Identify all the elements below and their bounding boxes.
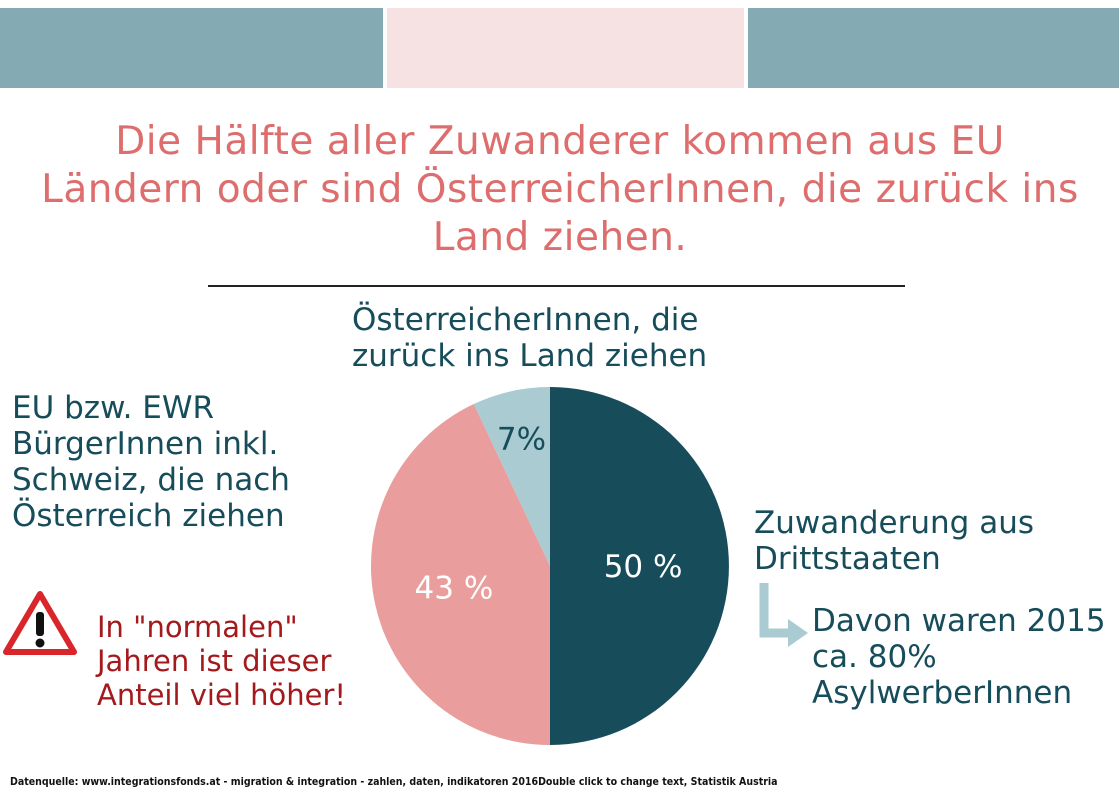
header-band-right xyxy=(748,8,1119,88)
source-citation: Datenquelle: www.integrationsfonds.at - … xyxy=(10,776,778,788)
header-band-left xyxy=(0,8,383,88)
label-eu-citizens: EU bzw. EWR BürgerInnen inkl. Schweiz, d… xyxy=(12,390,290,534)
warning-note: In "normalen" Jahren ist dieser Anteil v… xyxy=(97,610,346,712)
pie-slice-third-countries xyxy=(550,387,729,745)
pie-slice-eu xyxy=(371,404,550,745)
warning-triangle-icon xyxy=(3,591,77,655)
pie-chart: 50 % 43 % 7% xyxy=(371,387,729,745)
label-austrians-returning: ÖsterreicherInnen, die zurück ins Land z… xyxy=(352,302,708,374)
label-asylum-share: Davon waren 2015 ca. 80% AsylwerberInnen xyxy=(812,603,1106,711)
pie-slice-label: 50 % xyxy=(604,549,683,585)
pie-slice-austrians xyxy=(473,387,550,566)
pie-slice-label: 7% xyxy=(497,421,546,457)
label-third-countries: Zuwanderung aus Drittstaaten xyxy=(754,505,1034,577)
page-title: Die Hälfte aller Zuwanderer kommen aus E… xyxy=(41,119,1079,260)
header-band-middle xyxy=(387,8,744,88)
arrow-down-right-icon xyxy=(759,583,808,647)
pie-slice-label: 43 % xyxy=(415,570,494,606)
title-divider xyxy=(208,285,905,287)
